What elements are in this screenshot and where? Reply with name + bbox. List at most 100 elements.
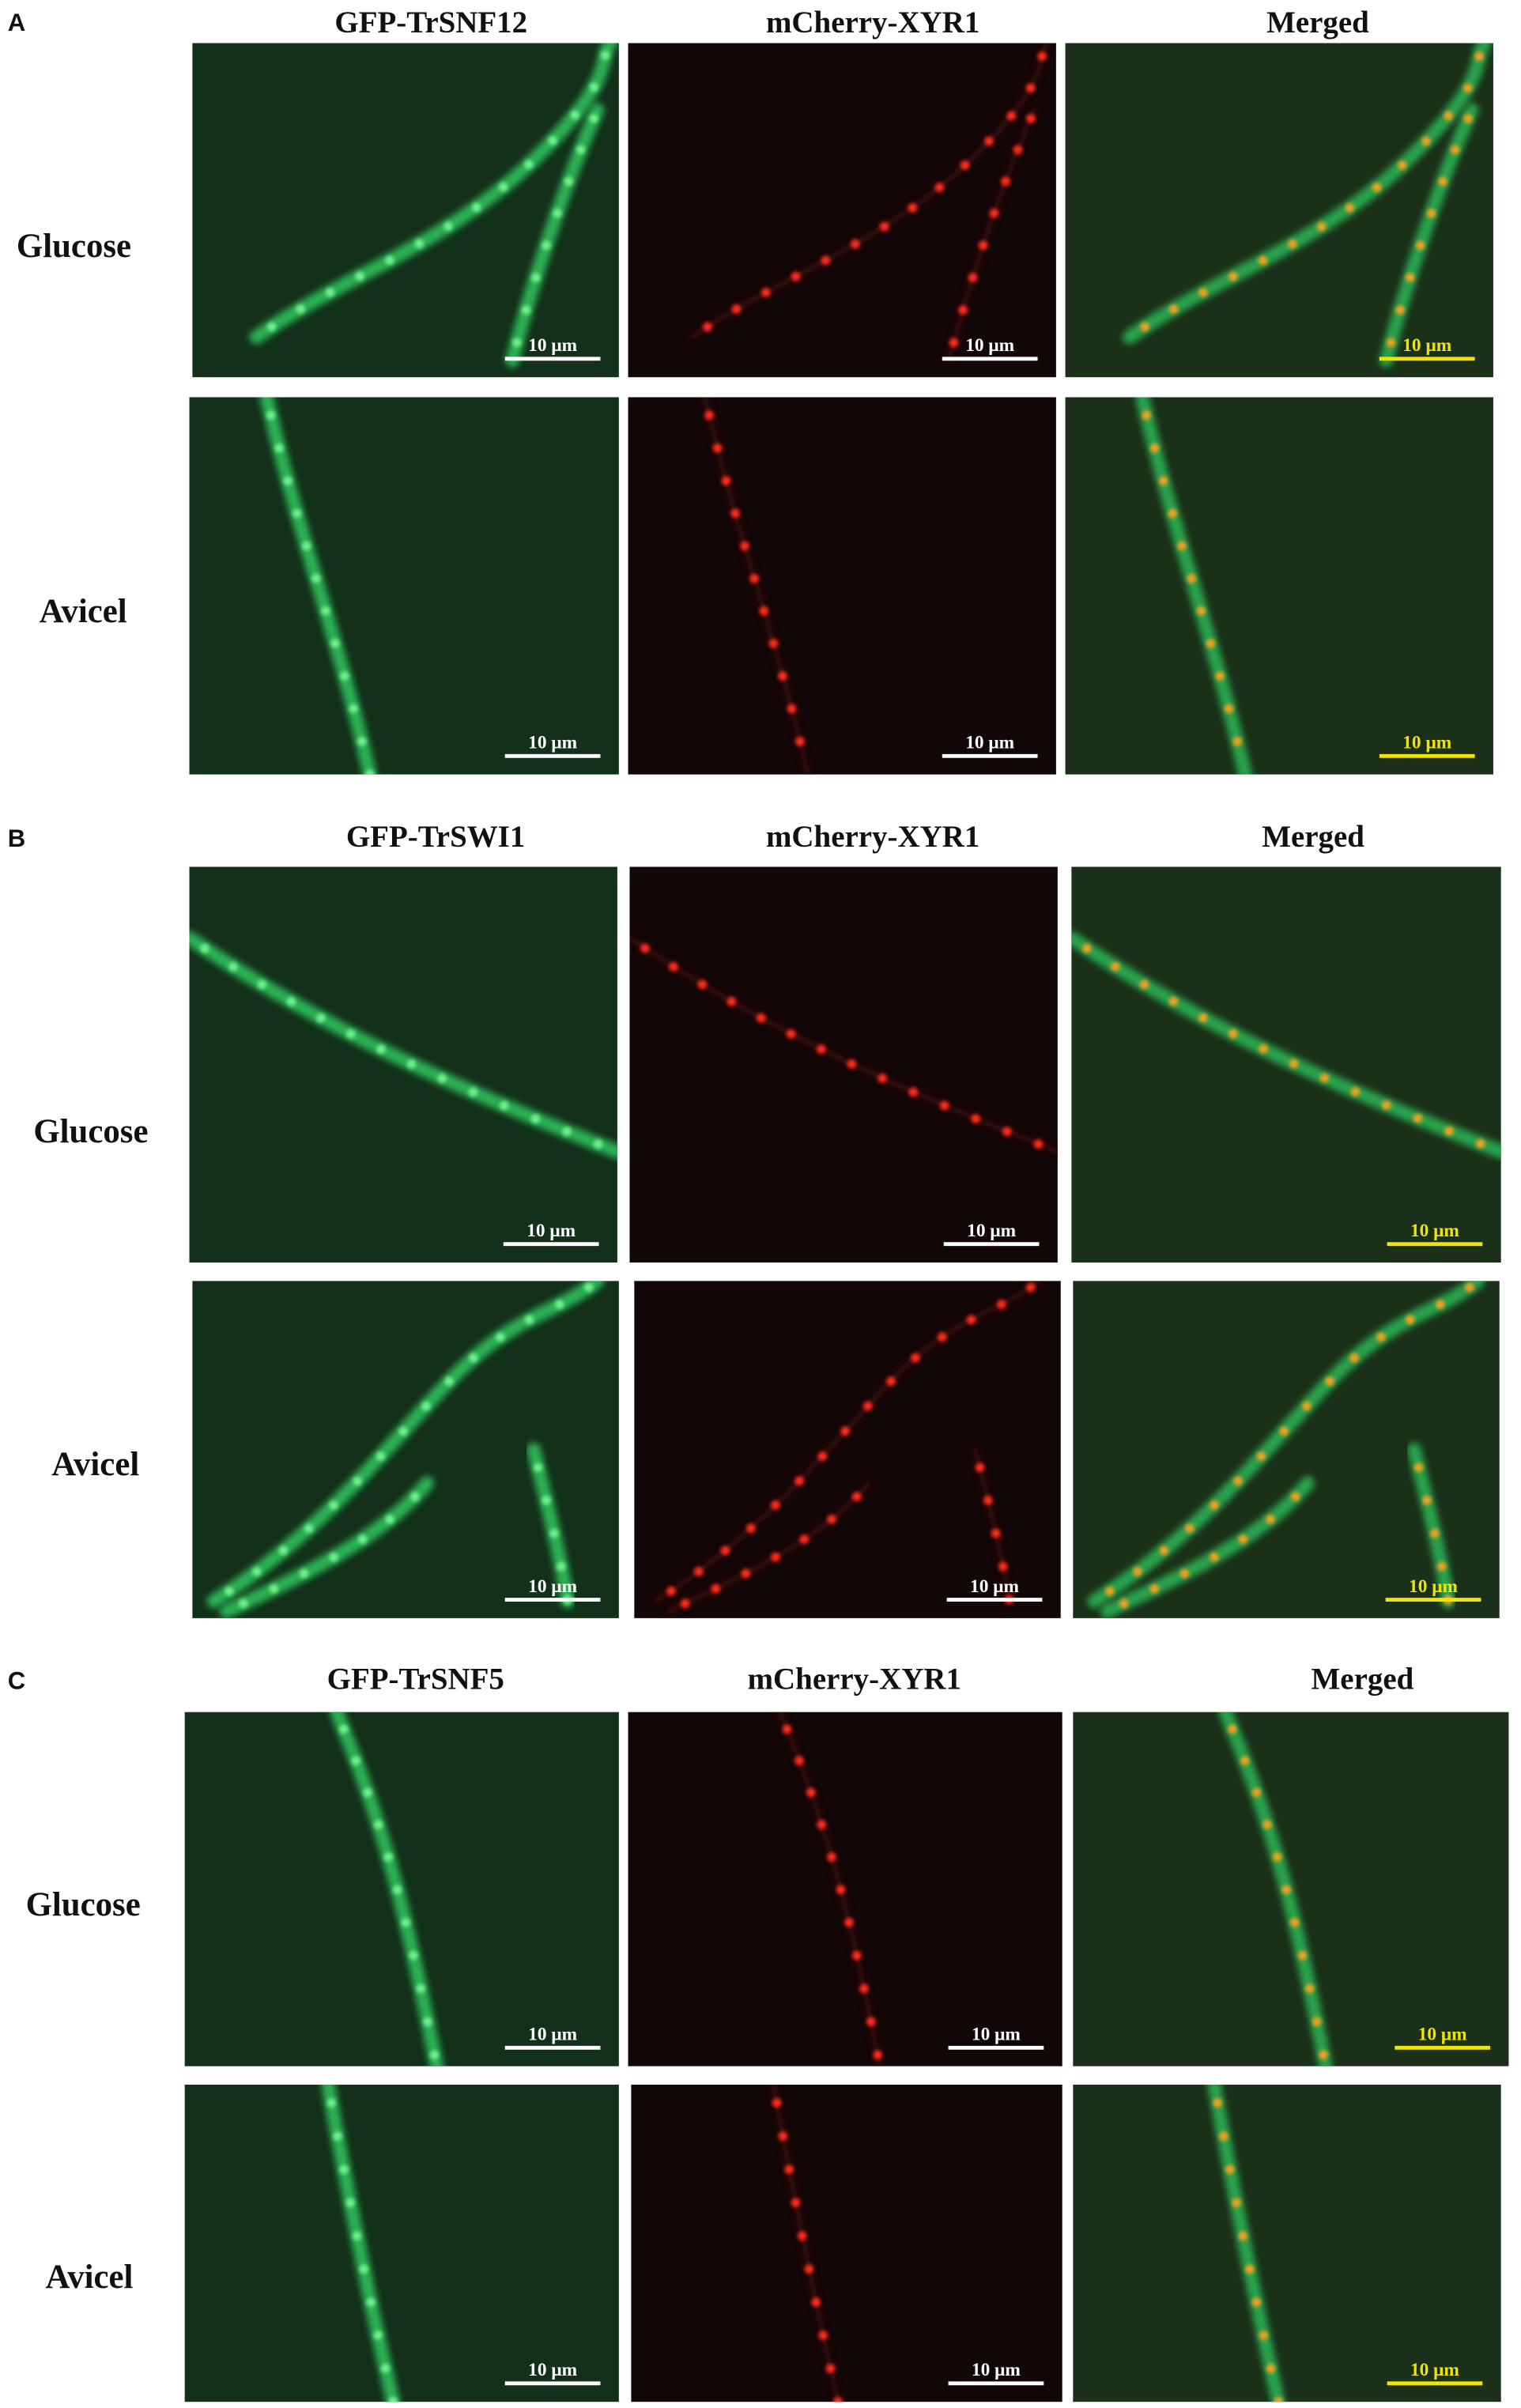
fluorescent-spot <box>873 2050 883 2060</box>
image-background <box>628 397 1056 775</box>
fluorescent-spot <box>1289 1059 1299 1069</box>
fluorescent-spot <box>1158 476 1168 486</box>
fluorescent-spot <box>1312 2017 1322 2027</box>
panel-label: C <box>8 1666 25 1694</box>
fluorescent-spot <box>593 1139 603 1149</box>
fluorescent-spot <box>1436 1561 1447 1572</box>
hyphae <box>1087 1281 1485 1618</box>
fluorescent-spot <box>1206 639 1216 648</box>
fluorescent-spot <box>1105 1586 1115 1596</box>
fluorescent-spot <box>363 1787 372 1798</box>
fluorescent-spot <box>833 2396 843 2402</box>
micrograph: 10 μm <box>1065 397 1493 775</box>
fluorescent-spot <box>971 1114 981 1123</box>
hyphae <box>1218 1712 1333 2066</box>
fluorescent-spot <box>859 1983 869 1994</box>
fluorescent-spot <box>316 1013 326 1023</box>
fluorescent-spot <box>570 110 580 120</box>
fluorescent-spot <box>542 240 551 251</box>
image-background <box>628 43 1056 378</box>
fluorescent-spot <box>934 183 945 192</box>
fluorescent-spot <box>984 136 994 146</box>
fluorescent-spot <box>1444 1126 1454 1136</box>
fluorescent-spot <box>1345 203 1355 213</box>
fluorescent-spot <box>1228 271 1238 281</box>
fluorescent-spot <box>533 1463 543 1473</box>
image-background <box>629 866 1058 1263</box>
fluorescent-spot <box>366 2297 376 2308</box>
fluorescent-spot <box>768 639 779 648</box>
fluorescent-spot <box>791 2198 801 2208</box>
fluorescent-spot <box>444 1376 454 1387</box>
fluorescent-spot <box>373 2331 383 2340</box>
fluorescent-spot <box>1272 1852 1282 1862</box>
fluorescent-spot <box>600 51 610 60</box>
hypha <box>330 1712 444 2066</box>
fluorescent-spot <box>817 1451 828 1461</box>
fluorescent-spot <box>727 997 737 1006</box>
fluorescent-spot <box>225 1586 234 1596</box>
hypha <box>1379 103 1479 368</box>
fluorescent-spot <box>1259 1044 1268 1054</box>
fluorescent-spot <box>787 704 797 714</box>
fluorescent-spot <box>326 2098 337 2108</box>
fluorescent-spot <box>794 1476 804 1486</box>
row-label: Glucose <box>33 1113 148 1150</box>
fluorescent-spot <box>1256 1451 1266 1461</box>
fluorescent-spot <box>1213 2098 1222 2108</box>
fluorescent-spot <box>818 2331 828 2340</box>
hyphae <box>330 1712 444 2066</box>
fluorescent-spot <box>1232 737 1242 746</box>
fluorescent-spot <box>385 255 394 266</box>
scale-bar-label: 10 μm <box>528 335 577 356</box>
micrograph: 10 μm <box>1073 2085 1501 2402</box>
fluorescent-spot <box>1139 979 1149 989</box>
row-label: Avicel <box>51 1446 139 1483</box>
fluorescent-spot <box>759 606 769 616</box>
hyphae <box>321 2085 401 2402</box>
fluorescent-spot <box>1037 51 1047 62</box>
fluorescent-spot <box>968 273 978 282</box>
fluorescent-spot <box>1281 1885 1291 1895</box>
fluorescent-spot <box>1233 1476 1243 1486</box>
fluorescent-spot <box>756 1013 766 1023</box>
hypha <box>505 103 605 368</box>
fluorescent-spot <box>1198 1013 1208 1023</box>
hypha <box>1100 1476 1315 1618</box>
fluorescent-spot <box>1290 1492 1300 1501</box>
fluorescent-spot <box>1262 1820 1272 1829</box>
micrograph: 10 μm <box>1073 1281 1500 1618</box>
fluorescent-spot <box>1325 1376 1334 1387</box>
column-header: mCherry-XYR1 <box>766 6 979 40</box>
fluorescent-spot <box>1224 704 1234 714</box>
hypha <box>1071 930 1501 1159</box>
fluorescent-spot <box>975 1463 985 1473</box>
hyphae <box>702 397 811 775</box>
fluorescent-spot <box>1376 1332 1386 1342</box>
fluorescent-spot <box>938 1332 947 1342</box>
fluorescent-spot <box>1319 1073 1330 1083</box>
hypha <box>219 1476 434 1618</box>
fluorescent-spot <box>1259 2331 1269 2341</box>
fluorescent-spot <box>286 997 296 1006</box>
fluorescent-spot <box>1405 1315 1415 1325</box>
row-label: Glucose <box>17 228 131 265</box>
fluorescent-spot <box>278 1546 289 1556</box>
fluorescent-spot <box>1228 1028 1238 1039</box>
fluorescent-spot <box>771 1500 780 1510</box>
fluorescent-spot <box>228 962 238 972</box>
fluorescent-spot <box>398 1426 409 1436</box>
hyphae <box>1071 930 1501 1159</box>
fluorescent-spot <box>471 202 481 213</box>
fluorescent-spot <box>997 1300 1006 1309</box>
fluorescent-spot <box>521 305 531 315</box>
fluorescent-spot <box>1033 1139 1044 1149</box>
fluorescent-spot <box>333 2131 342 2141</box>
fluorescent-spot <box>311 573 321 583</box>
fluorescent-spot <box>908 1087 919 1097</box>
row-label: Avicel <box>40 593 127 630</box>
scale-bar-label: 10 μm <box>528 733 577 753</box>
fluorescent-spot <box>1002 1127 1012 1137</box>
hypha <box>629 934 1058 1155</box>
